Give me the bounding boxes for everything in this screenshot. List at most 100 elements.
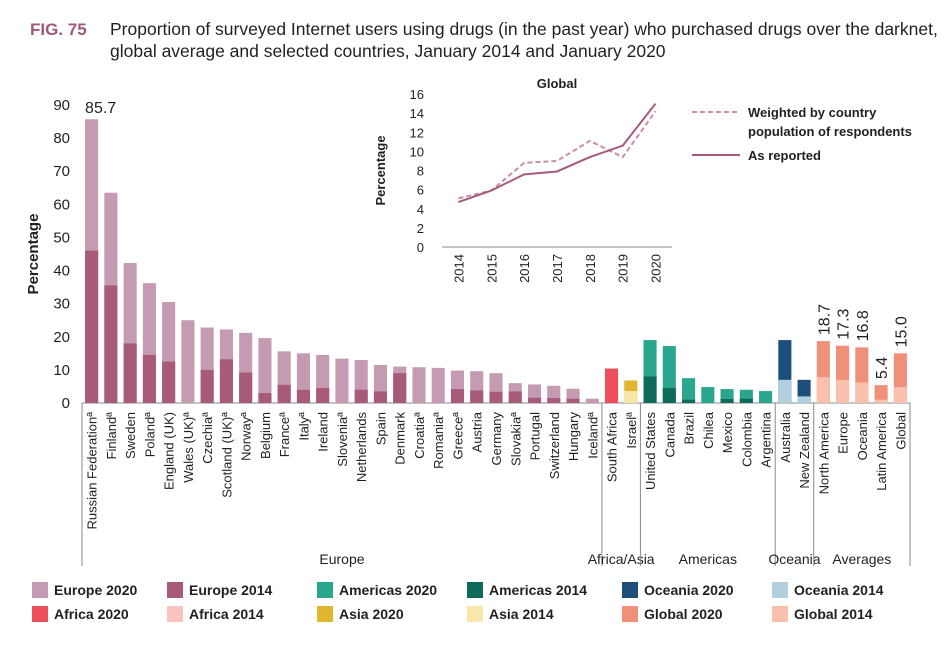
legend-label: Africa 2020	[54, 606, 129, 622]
x-tick-label: Romaniaª	[431, 412, 446, 469]
y-tick-label: 0	[62, 395, 70, 412]
bar-2014	[277, 384, 291, 403]
bar-2014	[142, 354, 156, 403]
bar-2014	[874, 399, 888, 403]
y-tick-label: 50	[53, 229, 70, 246]
inset-y-tick-label: 14	[410, 106, 424, 121]
x-tick-label: Wales (UK)ª	[181, 412, 196, 483]
bar-2020	[585, 398, 599, 403]
x-tick-label: North America	[816, 411, 831, 494]
legend-item: Africa 2020	[32, 606, 129, 622]
legend-label: Asia 2020	[339, 606, 404, 622]
x-tick-label: Polandª	[142, 412, 157, 457]
x-tick-label: Denmark	[393, 412, 408, 465]
legend-swatch	[467, 582, 483, 598]
legend-label: Global 2014	[794, 606, 873, 622]
legend-item: Oceania 2014	[772, 582, 884, 598]
legend-swatch	[622, 606, 638, 622]
legend-item: Asia 2014	[467, 606, 554, 622]
x-tick-label: South Africa	[605, 411, 620, 482]
x-tick-label: Belgium	[258, 412, 273, 459]
bar-2014	[258, 393, 272, 403]
inset-x-tick-label: 2015	[484, 254, 499, 283]
bar-2014	[527, 397, 542, 403]
bar-2014	[354, 389, 368, 403]
inset-legend-label: Weighted by country population of respond…	[748, 105, 912, 139]
bar-2020	[604, 368, 619, 403]
legend-swatch	[622, 582, 638, 598]
inset-title: Global	[537, 76, 577, 91]
inset-y-tick-label: 16	[410, 87, 424, 102]
bar-2014	[893, 387, 907, 403]
bar-2014	[739, 398, 753, 403]
inset-x-tick-label: 2019	[616, 254, 631, 283]
x-tick-label: Spain	[373, 412, 388, 445]
x-tick-label: Switzerland	[547, 412, 562, 479]
data-label: 16.8	[855, 310, 872, 341]
inset-x-tick-label: 2014	[451, 254, 466, 283]
bar-2014	[508, 391, 522, 403]
x-tick-label: Netherlands	[354, 412, 369, 483]
inset-y-axis-label: Percentage	[373, 135, 388, 205]
bar-2014	[393, 373, 407, 403]
x-tick-label: Colombia	[739, 411, 754, 467]
bar-2014	[316, 388, 330, 403]
legend-item: Oceania 2020	[622, 582, 734, 598]
inset-x-tick-label: 2018	[583, 254, 598, 283]
legend-label: Americas 2020	[339, 582, 438, 598]
legend-swatch	[167, 582, 183, 598]
bar-2014	[816, 377, 830, 403]
legend-label: Europe 2020	[54, 582, 138, 598]
x-tick-label: Finlandª	[104, 412, 119, 460]
x-tick-label: England (UK)	[162, 412, 177, 490]
legend-label: Americas 2014	[489, 582, 588, 598]
bar-2020	[258, 338, 272, 403]
legend-label: Asia 2014	[489, 606, 554, 622]
region-label: Africa/Asia	[588, 551, 655, 567]
x-tick-label: Portugal	[528, 412, 543, 461]
x-tick-label: Canada	[662, 411, 677, 457]
x-tick-label: Israelª	[624, 412, 639, 449]
bar-2014	[489, 391, 503, 403]
legend-item: Americas 2014	[467, 582, 587, 598]
x-tick-label: Czechiaª	[200, 412, 215, 464]
inset-y-tick-label: 4	[417, 202, 424, 217]
bar-2020	[412, 367, 426, 403]
region-label: Oceania	[768, 551, 820, 567]
y-tick-label: 10	[53, 362, 70, 379]
y-tick-label: 70	[53, 163, 70, 180]
bar-2014	[123, 343, 137, 403]
bar-2020	[181, 320, 195, 403]
legend-swatch	[167, 606, 183, 622]
x-tick-label: Slovakiaª	[508, 412, 523, 466]
bar-2014	[296, 389, 310, 403]
legend-swatch	[467, 606, 483, 622]
x-tick-label: Russian Federationª	[85, 412, 100, 530]
bar-2014	[778, 379, 792, 403]
x-tick-label: Argentina	[759, 411, 774, 467]
x-tick-label: Chilea	[701, 411, 716, 449]
legend-swatch	[772, 582, 788, 598]
bar-2020	[682, 378, 696, 403]
bar-2014	[104, 285, 118, 403]
data-label: 17.3	[836, 308, 853, 339]
y-axis-label: Percentage	[25, 214, 42, 295]
bar-2014	[200, 369, 214, 403]
legend-label: Europe 2014	[189, 582, 273, 598]
x-tick-label: Italyª	[296, 412, 311, 441]
bar-2014	[470, 390, 484, 403]
x-tick-label: Ireland	[316, 412, 331, 452]
bar-2014	[855, 382, 869, 403]
legend-swatch	[317, 606, 333, 622]
legend-label: Oceania 2014	[794, 582, 884, 598]
legend-swatch	[772, 606, 788, 622]
inset-y-tick-label: 10	[410, 144, 424, 159]
bar-2014	[373, 391, 388, 403]
x-tick-label: Latin America	[874, 411, 889, 491]
bar-2014	[547, 398, 561, 403]
inset-y-tick-label: 0	[417, 240, 424, 255]
bar-2014	[624, 391, 638, 403]
y-tick-label: 20	[53, 329, 70, 346]
inset-y-tick-label: 8	[417, 164, 424, 179]
